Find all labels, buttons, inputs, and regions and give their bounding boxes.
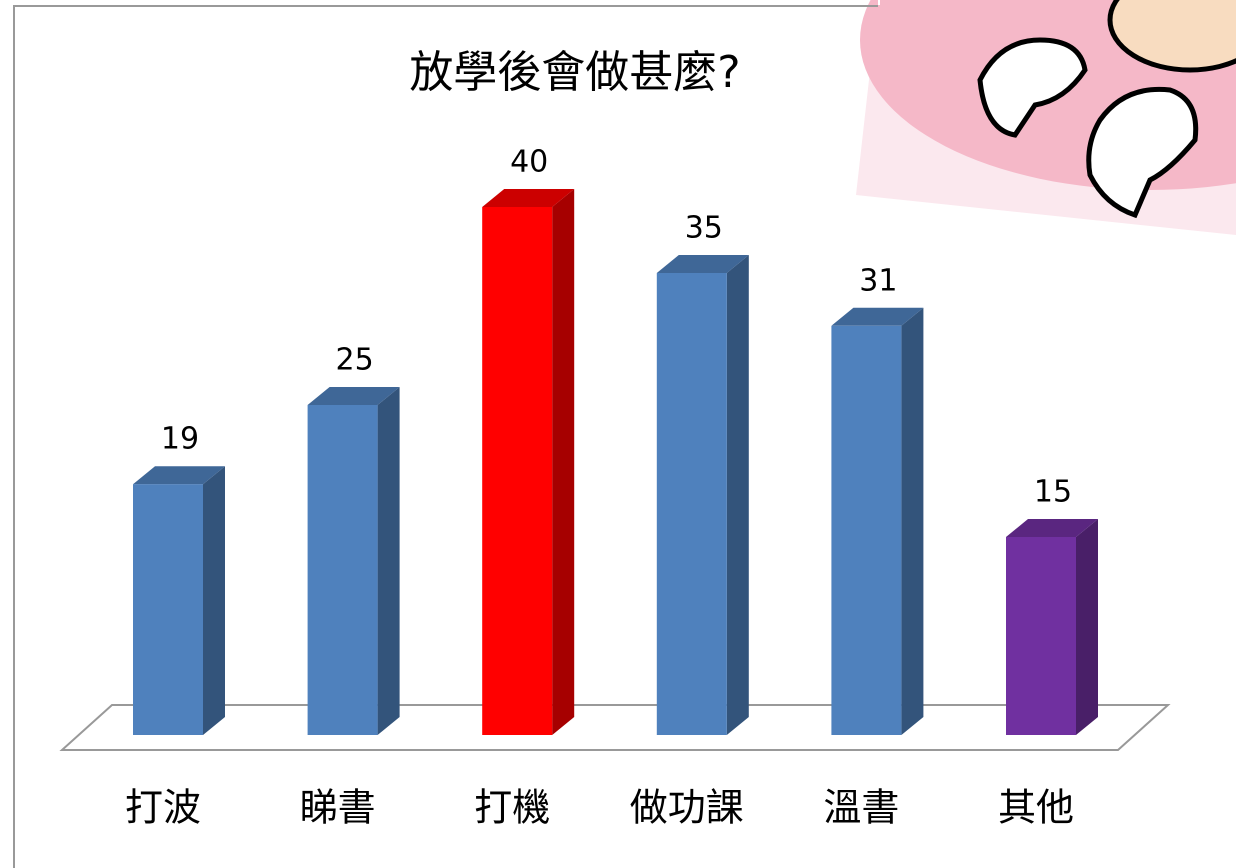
value-label: 15 [1034, 475, 1072, 510]
bar-front [831, 326, 901, 735]
bars [133, 189, 1098, 735]
bar-side [1076, 519, 1098, 735]
bar-front [482, 207, 552, 735]
value-label: 40 [510, 145, 548, 180]
bar-side [552, 189, 574, 735]
page: 放學後會做甚麼? 19打波25睇書40打機35做功課31溫書15其他 (() =… [0, 0, 1236, 868]
bar [1006, 519, 1098, 735]
bar [831, 308, 923, 735]
bar [657, 255, 749, 735]
value-label: 35 [685, 211, 723, 246]
chart-title: 放學後會做甚麼? [409, 47, 740, 98]
bar-front [657, 273, 727, 735]
value-label: 19 [161, 422, 199, 457]
bar-front [308, 405, 378, 735]
bar-side [378, 387, 400, 735]
value-label: 25 [336, 343, 374, 378]
floor [62, 705, 1168, 750]
chart: 放學後會做甚麼? 19 打波 25 睇書 40 打機 35 做功課 31 溫書 15 其他 [0, 0, 1236, 868]
bar [133, 466, 225, 735]
x-tick-label: 睇書 [300, 786, 376, 830]
bar [308, 387, 400, 735]
bar-front [133, 484, 203, 735]
x-tick-label: 打機 [474, 786, 550, 830]
bar-side [727, 255, 749, 735]
x-tick-label: 其他 [998, 786, 1074, 830]
x-tick-label: 溫書 [823, 786, 899, 830]
bar-side [901, 308, 923, 735]
bar-front [1006, 537, 1076, 735]
x-tick-label: 做功課 [630, 786, 744, 830]
decoration [856, 0, 1236, 235]
x-tick-label: 打波 [125, 786, 201, 830]
value-label: 31 [859, 263, 897, 298]
bar [482, 189, 574, 735]
bar-side [203, 466, 225, 735]
